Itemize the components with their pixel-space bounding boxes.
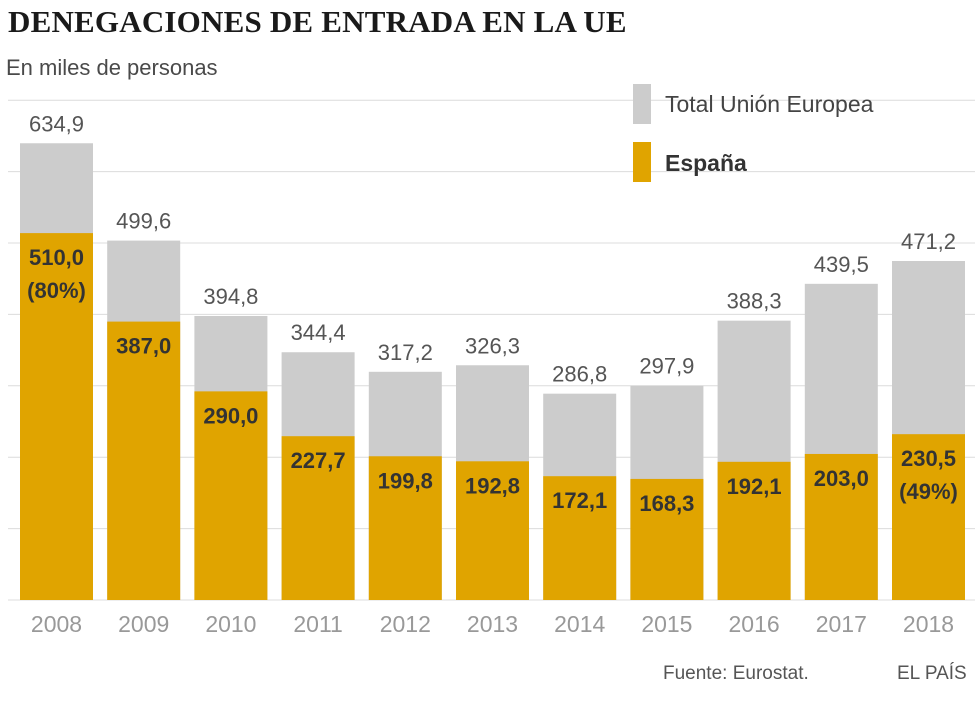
x-tick-2011: 2011 (293, 611, 342, 637)
bar-spain-2013 (456, 461, 529, 600)
bar-spain-2008 (20, 233, 93, 600)
label-total-2009: 499,6 (116, 209, 171, 234)
label-total-2013: 326,3 (465, 333, 520, 358)
label-total-2016: 388,3 (727, 289, 782, 314)
bar-spain-2017 (804, 453, 878, 600)
label-spain-2015: 168,3 (639, 491, 694, 516)
x-tick-2013: 2013 (467, 611, 518, 637)
label-spain-2013: 192,8 (465, 473, 520, 498)
bar-spain-2012 (368, 456, 442, 600)
label-spain-2011: 227,7 (291, 448, 346, 473)
label-spain-2008: 510,0 (29, 245, 84, 270)
bar-spain-2015 (630, 478, 704, 600)
label-spain-2018: 230,5 (901, 446, 956, 471)
label-total-2014: 286,8 (552, 362, 607, 387)
label-total-2017: 439,5 (814, 252, 869, 277)
label-spain-2014: 172,1 (552, 488, 607, 513)
bar-spain-2018 (892, 434, 965, 600)
source-note: Fuente: Eurostat. (663, 663, 809, 684)
x-tick-2015: 2015 (641, 611, 692, 637)
label-total-2010: 394,8 (203, 284, 258, 309)
brand-logo-text: EL PAÍS (897, 663, 967, 684)
chart-subtitle: En miles de personas (6, 55, 218, 80)
x-tick-2009: 2009 (118, 611, 169, 637)
bar-spain-2010 (194, 391, 268, 600)
x-tick-2016: 2016 (729, 611, 780, 637)
bar-spain-2009 (107, 321, 181, 600)
label-total-2012: 317,2 (378, 340, 433, 365)
x-tick-2010: 2010 (205, 611, 256, 637)
bar-spain-2016 (717, 461, 791, 600)
label-spain-2009: 387,0 (116, 334, 171, 359)
label-spain-2010: 290,0 (203, 403, 258, 428)
label-total-2011: 344,4 (291, 320, 346, 345)
legend-swatch-spain (633, 142, 651, 182)
label-share-2018: (49%) (899, 479, 958, 504)
bars (20, 143, 965, 601)
x-tick-2018: 2018 (903, 611, 954, 637)
x-axis-ticks: 2008 2009 2010 2011 2012 2013 2014 2015 2016 2017… (31, 611, 954, 637)
label-share-2008: (80%) (27, 278, 86, 303)
label-spain-2017: 203,0 (814, 466, 869, 491)
chart-title: DENEGACIONES DE ENTRADA EN LA UE (8, 4, 627, 39)
label-total-2015: 297,9 (639, 354, 694, 379)
label-spain-2016: 192,1 (727, 474, 782, 499)
legend-swatch-total (633, 84, 651, 124)
value-labels: 634,9 510,0 (80%) 499,6 387,0 394,8 290,0 344,4… (27, 111, 958, 516)
x-tick-2014: 2014 (554, 611, 605, 637)
legend: Total Unión Europea España (633, 84, 874, 182)
bar-spain-2011 (281, 436, 355, 600)
label-total-2008: 634,9 (29, 111, 84, 136)
x-tick-2008: 2008 (31, 611, 82, 637)
label-spain-2012: 199,8 (378, 468, 433, 493)
x-tick-2012: 2012 (380, 611, 431, 637)
label-total-2018: 471,2 (901, 229, 956, 254)
legend-label-spain: España (665, 150, 747, 176)
legend-label-total: Total Unión Europea (665, 91, 874, 117)
x-tick-2017: 2017 (816, 611, 867, 637)
bar-spain-2014 (543, 476, 617, 600)
